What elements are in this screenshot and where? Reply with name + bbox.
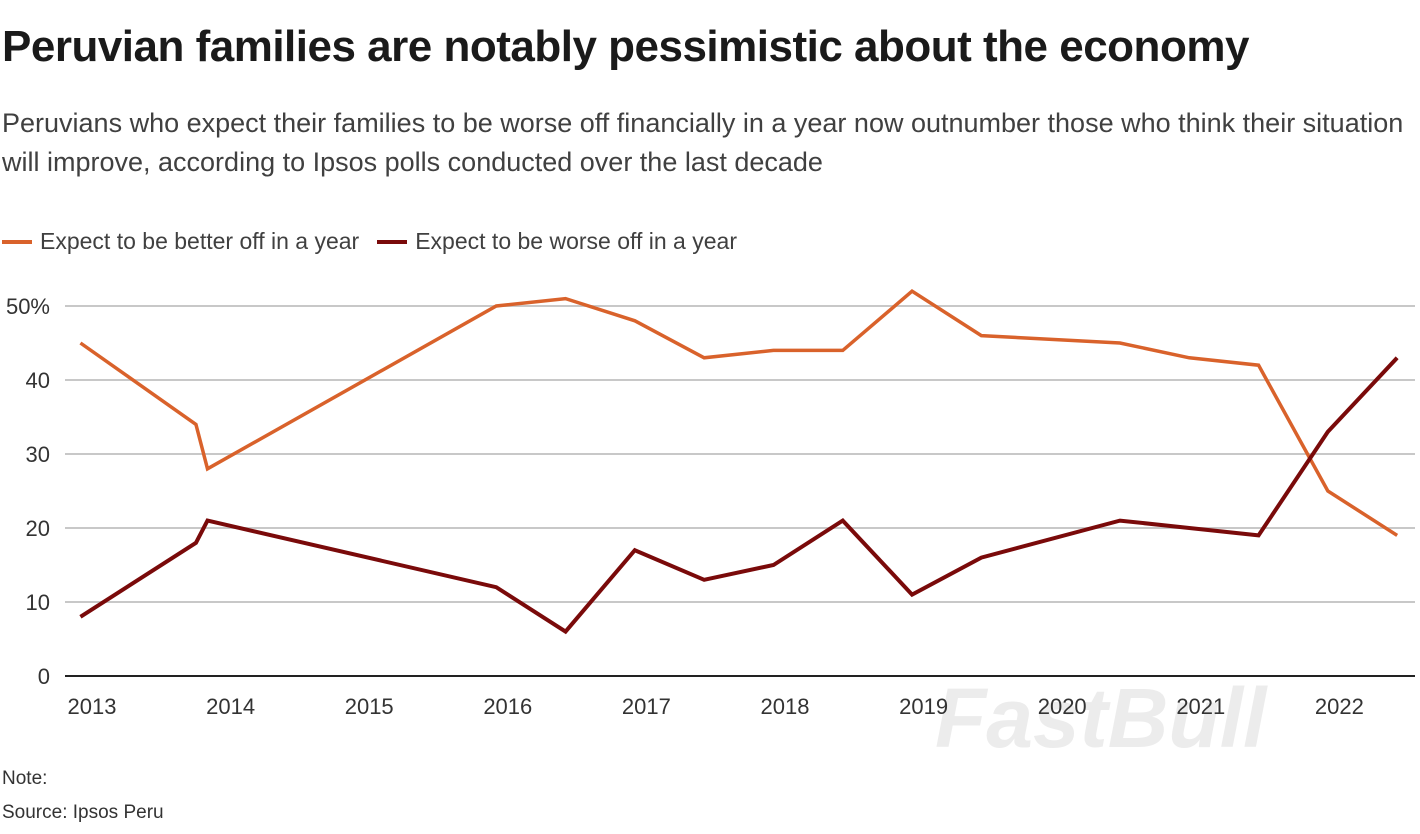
y-tick-label: 20 <box>26 516 50 541</box>
x-tick-label: 2020 <box>1038 694 1087 719</box>
legend-swatch-better <box>2 239 32 244</box>
legend-label-better: Expect to be better off in a year <box>40 228 360 254</box>
x-tick-label: 2017 <box>622 694 671 719</box>
chart-title: Peruvian families are notably pessimisti… <box>2 22 1249 71</box>
x-tick-label: 2022 <box>1315 694 1364 719</box>
legend-swatch-worse <box>377 239 408 244</box>
watermark: FastBull <box>935 671 1267 765</box>
chart-subtitle: Peruvians who expect their families to b… <box>2 108 1404 177</box>
y-tick-label: 10 <box>26 590 50 615</box>
y-tick-label: 30 <box>26 442 50 467</box>
y-tick-label: 0 <box>38 664 50 689</box>
legend-label-worse: Expect to be worse off in a year <box>415 228 737 254</box>
series-line-better <box>79 289 1399 537</box>
legend-item-worse: Expect to be worse off in a year <box>377 228 737 255</box>
x-tick-label: 2016 <box>483 694 532 719</box>
x-tick-label: 2014 <box>206 694 255 719</box>
x-tick-label: 2019 <box>899 694 948 719</box>
x-tick-label: 2021 <box>1176 694 1225 719</box>
x-tick-label: 2018 <box>761 694 810 719</box>
note: Note: <box>2 768 48 789</box>
legend: Expect to be better off in a year Expect… <box>2 228 755 255</box>
x-tick-label: 2013 <box>68 694 117 719</box>
x-tick-label: 2015 <box>345 694 394 719</box>
legend-item-better: Expect to be better off in a year <box>2 228 359 255</box>
series-line-worse <box>79 356 1399 635</box>
y-tick-label: 40 <box>26 368 50 393</box>
y-tick-label: 50% <box>6 294 50 319</box>
source: Source: Ipsos Peru <box>2 802 164 823</box>
